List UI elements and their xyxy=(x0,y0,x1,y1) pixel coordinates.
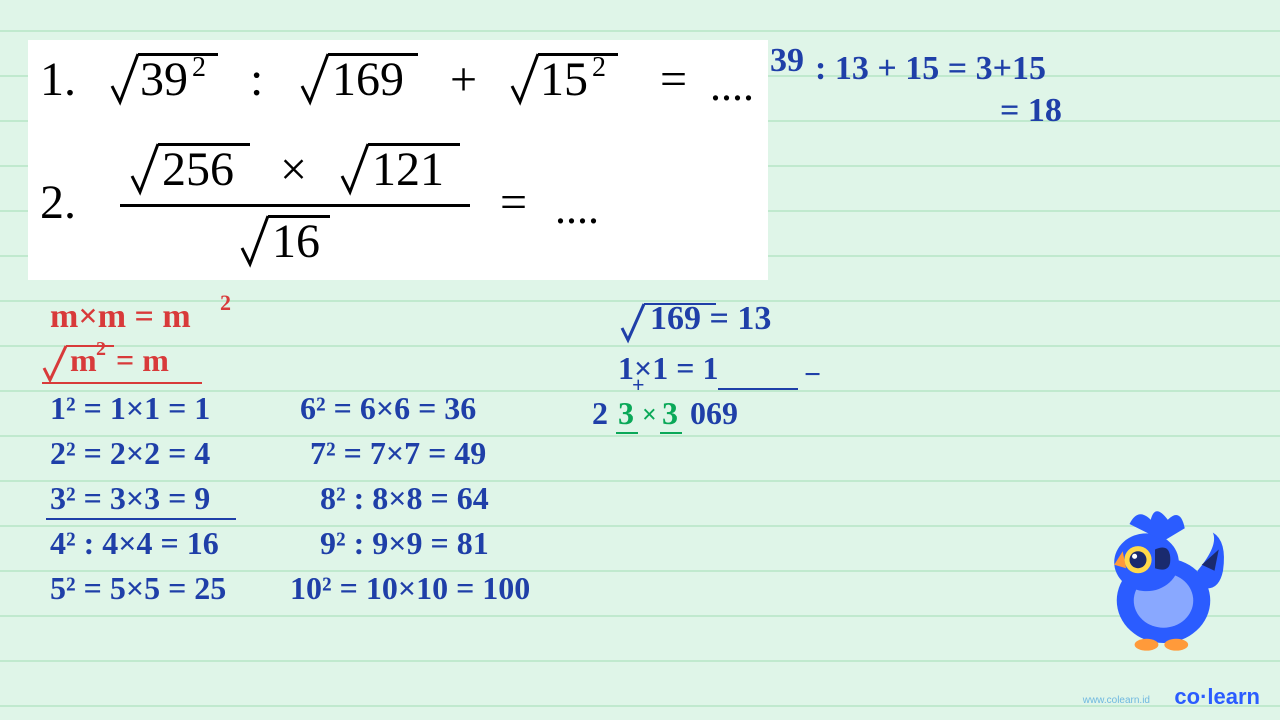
hand-radical-rule2 xyxy=(42,342,68,384)
radicand-39: 39 xyxy=(140,52,188,107)
hand-sq-9: 9² : 9×9 = 81 xyxy=(320,525,489,562)
hand-rule-1: m×m = m xyxy=(50,298,191,336)
hand-div-3a: 3 xyxy=(618,395,634,432)
hand-rule-2-exp: 2 xyxy=(96,338,106,361)
hand-radical-169 xyxy=(620,300,646,344)
hand-div-3b: 3 xyxy=(662,395,678,432)
hand-sq-5: 5² = 5×5 = 25 xyxy=(50,570,226,607)
radical-sign-1 xyxy=(110,48,140,108)
hand-sq-4: 4² : 4×4 = 16 xyxy=(50,525,219,562)
hand-div-plus: + xyxy=(632,372,645,398)
fraction-bar-2 xyxy=(120,204,470,207)
radical-sign-6 xyxy=(240,210,270,270)
hand-div-green-under-2 xyxy=(660,432,682,434)
hand-sq-8: 8² : 8×8 = 64 xyxy=(320,480,489,517)
radicand-15: 15 xyxy=(540,52,588,107)
equals-2: = xyxy=(500,175,527,230)
hand-div-minus: − xyxy=(804,358,821,392)
dots-1: .... xyxy=(710,60,754,111)
hand-top-39: 39 xyxy=(770,42,804,80)
hand-rule-2-eq: = m xyxy=(116,342,169,379)
hand-sq-1: 1² = 1×1 = 1 xyxy=(50,390,210,427)
hand-sq-2: 2² = 2×2 = 4 xyxy=(50,435,210,472)
radical-sign-2 xyxy=(300,48,330,108)
brand-logo: co·learn xyxy=(1174,684,1260,710)
mascot-bird-icon xyxy=(1070,490,1240,660)
times-2: × xyxy=(280,142,307,197)
hand-sq-7: 7² = 7×7 = 49 xyxy=(310,435,486,472)
hand-r169: 169 = 13 xyxy=(650,300,771,338)
exponent-2a: 2 xyxy=(192,52,206,84)
radicand-121: 121 xyxy=(372,142,444,197)
hand-div-069: 069 xyxy=(690,395,738,432)
problem-2-number: 2. xyxy=(40,175,76,230)
exponent-2b: 2 xyxy=(592,52,606,84)
hand-sq-3: 3² = 3×3 = 9 xyxy=(50,480,210,517)
hand-top-step1: : 13 + 15 = 3+15 xyxy=(815,50,1046,88)
hand-div-2: 2 xyxy=(592,395,608,432)
problem-1-number: 1. xyxy=(40,52,76,107)
hand-sq-3-underline xyxy=(46,518,236,520)
radical-sign-5 xyxy=(340,138,370,198)
hand-sq-10: 10² = 10×10 = 100 xyxy=(290,570,530,607)
hand-rule-2-underline xyxy=(42,382,202,384)
hand-div-underline-1 xyxy=(718,388,798,390)
dots-2: .... xyxy=(555,183,599,234)
brand-co: co xyxy=(1174,684,1200,709)
radicand-169: 169 xyxy=(332,52,404,107)
brand-learn: learn xyxy=(1207,684,1260,709)
colon-1: : xyxy=(250,52,263,107)
radical-sign-3 xyxy=(510,48,540,108)
plus-1: + xyxy=(450,52,477,107)
hand-top-step2: = 18 xyxy=(1000,92,1062,130)
radical-sign-4 xyxy=(130,138,160,198)
hand-div-x: × xyxy=(642,400,657,430)
equals-1: = xyxy=(660,52,687,107)
hand-div-green-under-1 xyxy=(616,432,638,434)
hand-rule-1-exp: 2 xyxy=(220,290,231,316)
radicand-16: 16 xyxy=(272,214,320,269)
radicand-256: 256 xyxy=(162,142,234,197)
hand-rule-2-m: m xyxy=(70,342,97,379)
brand-url: www.colearn.id xyxy=(1083,695,1150,706)
hand-sq-6: 6² = 6×6 = 36 xyxy=(300,390,476,427)
